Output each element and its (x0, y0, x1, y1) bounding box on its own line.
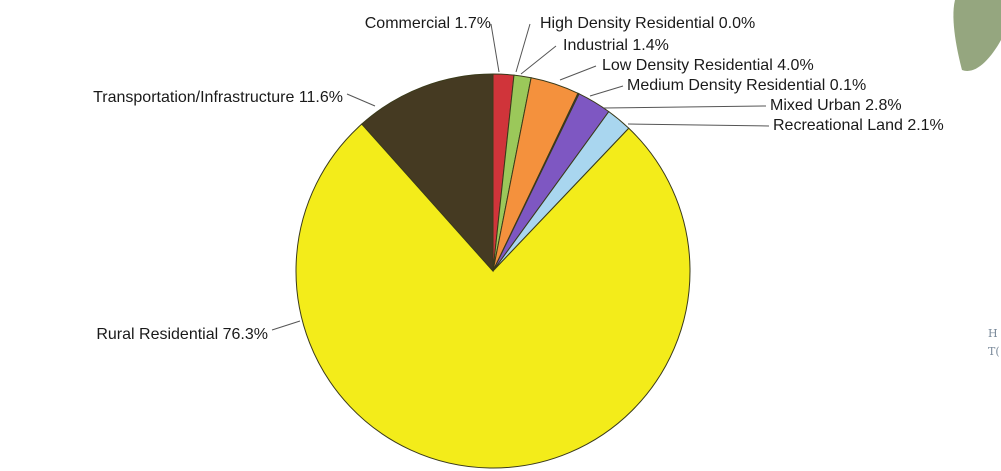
leader-line-industrial (520, 45, 557, 75)
slice-label-transportation-infrastructure: Transportation/Infrastructure 11.6% (93, 89, 343, 106)
slice-label-mixed-urban: Mixed Urban 2.8% (770, 97, 902, 114)
leader-line-high-density-residential (515, 23, 531, 73)
leader-line-mixed-urban (603, 105, 767, 109)
leader-lines (271, 23, 770, 331)
slice-label-rural-residential: Rural Residential 76.3% (96, 326, 268, 343)
leader-line-low-density-residential (559, 65, 597, 81)
slice-label-high-density-residential: High Density Residential 0.0% (540, 15, 755, 32)
slice-label-medium-density-residential: Medium Density Residential 0.1% (627, 77, 866, 94)
leader-line-commercial (490, 23, 500, 73)
slice-labels: Commercial 1.7% High Density Residential … (93, 15, 944, 343)
slice-label-industrial: Industrial 1.4% (563, 37, 669, 54)
pie-slice-rural-residential (295, 123, 691, 469)
slice-label-commercial: Commercial 1.7% (365, 15, 491, 32)
slice-label-low-density-residential: Low Density Residential 4.0% (602, 57, 814, 74)
pie-slices (295, 73, 691, 469)
leader-line-medium-density-residential (589, 85, 624, 97)
backdrop-text-fragment-2: T( (988, 345, 1000, 358)
backdrop-leaf-shape (953, 0, 1001, 71)
backdrop-text-fragment-1: H (988, 327, 998, 340)
backdrop-decoration: H T( (953, 0, 1001, 358)
leader-line-transportation-infrastructure (346, 93, 376, 107)
leader-line-recreational-land (627, 123, 770, 127)
slice-label-recreational-land: Recreational Land 2.1% (773, 117, 944, 134)
leader-line-rural-residential (271, 320, 301, 331)
pie-slice-transportation-infrastructure (361, 73, 494, 273)
